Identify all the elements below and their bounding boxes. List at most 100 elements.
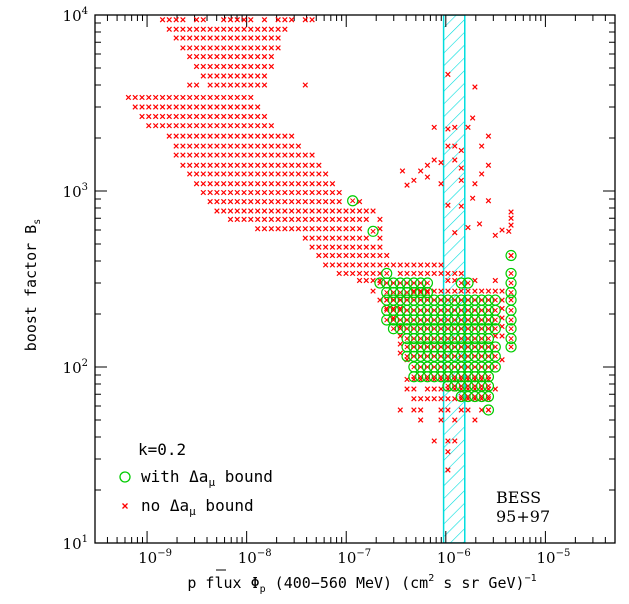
red-x-point: [288, 143, 295, 149]
red-x-point: [220, 113, 227, 120]
red-x-point: [159, 94, 166, 101]
red-x-point: [261, 216, 268, 223]
red-x-point: [397, 407, 404, 413]
red-x-point: [200, 171, 207, 177]
x-tick-label: 10−6: [437, 548, 471, 567]
red-x-point: [248, 180, 254, 187]
red-x-point: [261, 189, 268, 196]
red-x-point: [452, 157, 458, 163]
red-x-point: [302, 17, 309, 23]
red-x-point: [404, 386, 410, 392]
red-x-point: [316, 162, 322, 169]
red-x-point: [336, 208, 342, 214]
red-x-point: [139, 113, 145, 120]
red-x-point: [282, 198, 288, 205]
red-x-point: [220, 180, 227, 187]
red-x-point: [268, 198, 275, 205]
red-x-point: [220, 82, 227, 88]
red-x-point: [370, 288, 376, 294]
red-x-point: [322, 189, 329, 196]
red-x-point: [241, 104, 247, 110]
red-x-point: [445, 202, 451, 208]
red-x-point: [302, 162, 309, 169]
red-x-point: [485, 162, 492, 169]
red-x-point: [295, 143, 302, 149]
red-x-point: [200, 143, 207, 149]
red-x-point: [248, 189, 254, 196]
red-x-point: [234, 208, 240, 214]
red-x-point: [370, 262, 376, 268]
green-circle-point: [489, 314, 501, 326]
red-x-point: [424, 174, 431, 180]
red-x-point: [275, 35, 281, 41]
red-x-point: [356, 262, 363, 268]
red-x-point: [180, 162, 186, 169]
red-x-point: [356, 277, 363, 284]
red-x-point: [383, 252, 390, 259]
red-x-point: [234, 189, 240, 196]
red-x-point: [220, 208, 227, 214]
red-x-point: [227, 189, 234, 196]
red-x-point: [343, 244, 349, 250]
red-x-point: [469, 115, 476, 121]
red-x-point: [445, 71, 451, 78]
red-x-point: [465, 124, 471, 131]
red-x-point: [431, 438, 437, 444]
red-x-point: [248, 113, 254, 120]
red-x-point: [125, 94, 132, 101]
red-x-point: [302, 82, 309, 88]
red-x-point: [207, 113, 213, 120]
red-x-point: [322, 235, 329, 241]
red-x-point: [336, 270, 342, 277]
red-x-point: [227, 216, 234, 223]
red-x-point: [186, 162, 193, 169]
red-x-point: [254, 189, 261, 196]
red-x-point: [207, 26, 213, 32]
red-x-point: [207, 104, 213, 110]
red-x-point: [268, 189, 275, 196]
red-x-point: [173, 104, 179, 110]
red-x-point: [424, 270, 431, 277]
red-x-point: [227, 113, 234, 120]
red-x-point: [227, 26, 234, 32]
red-x-point: [438, 270, 444, 277]
red-x-point: [438, 417, 444, 423]
red-x-point: [214, 171, 220, 177]
red-x-point: [438, 180, 444, 187]
red-x-point: [302, 180, 309, 187]
red-x-point: [220, 152, 227, 158]
red-x-point: [214, 189, 220, 196]
red-x-point: [227, 180, 234, 187]
red-x-point: [275, 143, 281, 149]
xlabel-sup: 2: [428, 573, 434, 584]
red-x-point: [220, 26, 227, 32]
red-x-point: [349, 235, 356, 241]
red-x-point: [438, 159, 444, 166]
red-x-point: [193, 17, 200, 23]
red-x-point: [390, 262, 397, 268]
red-x-point: [309, 17, 315, 23]
red-x-point: [478, 143, 485, 149]
y-tick-label: 101: [63, 534, 88, 553]
red-x-point: [295, 208, 302, 214]
red-x-point: [214, 133, 220, 139]
red-x-point: [248, 143, 254, 149]
red-x-point: [254, 104, 261, 110]
red-x-point: [349, 244, 356, 250]
legend: with Δaμ bound no Δaμ bound: [119, 467, 273, 518]
red-x-point: [275, 171, 281, 177]
green-circle-point: [462, 350, 474, 362]
red-x-point: [220, 35, 227, 41]
red-x-point: [193, 162, 200, 169]
red-x-point: [227, 45, 234, 51]
red-x-point: [295, 189, 302, 196]
red-x-point: [288, 208, 295, 214]
green-circle-point: [435, 332, 447, 345]
red-x-point: [180, 94, 186, 101]
red-x-point: [234, 35, 240, 41]
red-x-point: [438, 407, 444, 413]
red-x-point: [322, 216, 329, 223]
red-x-point: [214, 73, 220, 79]
red-x-point: [404, 262, 410, 268]
red-x-point: [200, 113, 207, 120]
